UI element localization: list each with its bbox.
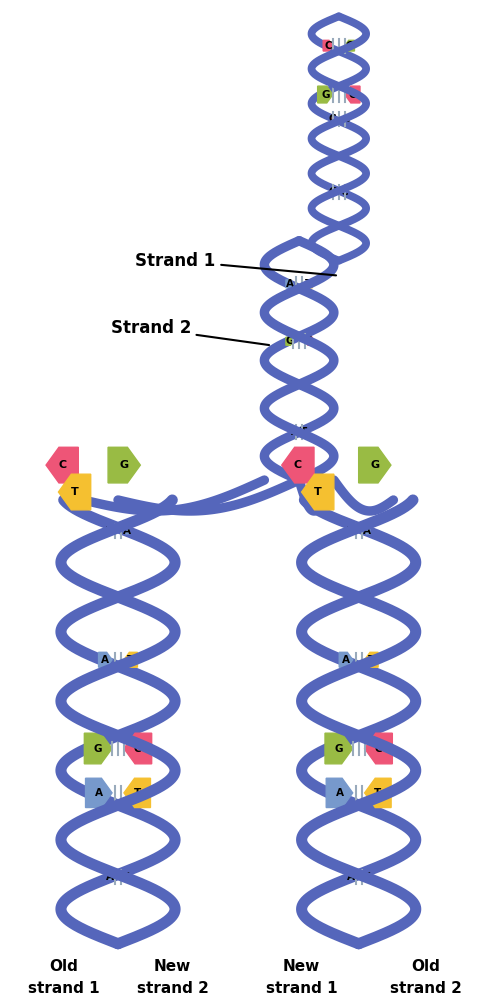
Text: C: C [324, 41, 332, 51]
Text: C: C [294, 460, 302, 470]
Polygon shape [323, 40, 333, 51]
Polygon shape [348, 528, 353, 534]
Polygon shape [124, 652, 137, 667]
Text: C: C [305, 336, 312, 346]
Text: A: A [363, 526, 371, 536]
Polygon shape [58, 474, 91, 510]
Text: A: A [291, 427, 299, 437]
Polygon shape [301, 474, 334, 510]
Text: T: T [71, 487, 78, 497]
Polygon shape [124, 733, 152, 764]
Text: strand 1: strand 1 [266, 981, 337, 996]
Text: strand 2: strand 2 [137, 981, 209, 996]
Polygon shape [124, 528, 129, 534]
Polygon shape [345, 118, 346, 120]
Polygon shape [359, 447, 391, 483]
Polygon shape [124, 875, 128, 879]
Text: T: T [122, 872, 129, 882]
Polygon shape [318, 86, 333, 103]
Text: T: T [368, 655, 375, 665]
Text: T: T [346, 526, 354, 536]
Text: A: A [342, 655, 350, 665]
Text: C: C [375, 744, 382, 754]
Polygon shape [349, 875, 353, 879]
Text: G: G [335, 744, 343, 754]
Text: C: C [328, 114, 336, 124]
Text: strand 2: strand 2 [390, 981, 462, 996]
Text: New: New [283, 959, 320, 974]
Polygon shape [339, 652, 353, 667]
Polygon shape [305, 337, 312, 345]
Polygon shape [331, 118, 333, 120]
Text: T: T [374, 788, 382, 798]
Text: C: C [349, 90, 356, 100]
Polygon shape [326, 778, 353, 808]
Text: G: G [329, 187, 337, 197]
Text: G: G [285, 336, 294, 346]
Polygon shape [325, 733, 353, 764]
Text: G: G [120, 460, 129, 470]
Polygon shape [286, 337, 293, 345]
Polygon shape [282, 447, 314, 483]
Polygon shape [99, 652, 112, 667]
Text: Strand 1: Strand 1 [135, 252, 336, 275]
Polygon shape [124, 778, 151, 808]
Polygon shape [365, 652, 378, 667]
Text: C: C [58, 460, 66, 470]
Polygon shape [365, 528, 370, 534]
Text: C: C [341, 187, 349, 197]
Text: A: A [123, 526, 131, 536]
Polygon shape [365, 778, 391, 808]
Polygon shape [365, 875, 368, 879]
Text: G: G [341, 114, 350, 124]
Text: T: T [127, 655, 134, 665]
Text: T: T [363, 872, 370, 882]
Text: T: T [134, 788, 141, 798]
Polygon shape [305, 280, 312, 288]
Text: A: A [285, 279, 293, 289]
Text: G: G [370, 460, 379, 470]
Text: T: T [314, 487, 322, 497]
Polygon shape [345, 86, 360, 103]
Text: A: A [106, 872, 114, 882]
Text: C: C [134, 744, 142, 754]
Polygon shape [286, 280, 293, 288]
Polygon shape [293, 430, 296, 434]
Text: A: A [101, 655, 109, 665]
Text: G: G [321, 90, 329, 100]
Polygon shape [365, 733, 392, 764]
Polygon shape [46, 447, 78, 483]
Polygon shape [108, 875, 112, 879]
Text: T: T [106, 526, 113, 536]
Text: strand 1: strand 1 [27, 981, 99, 996]
Text: A: A [347, 872, 355, 882]
Text: Old: Old [411, 959, 440, 974]
Text: Strand 2: Strand 2 [111, 319, 269, 345]
Polygon shape [85, 778, 112, 808]
Text: New: New [154, 959, 191, 974]
Text: T: T [300, 427, 307, 437]
Polygon shape [107, 528, 112, 534]
Text: T: T [305, 279, 312, 289]
Polygon shape [301, 430, 305, 434]
Text: A: A [335, 788, 343, 798]
Polygon shape [84, 733, 112, 764]
Text: Old: Old [49, 959, 78, 974]
Text: A: A [95, 788, 103, 798]
Text: G: G [345, 41, 354, 51]
Text: G: G [94, 744, 102, 754]
Polygon shape [108, 447, 140, 483]
Polygon shape [345, 40, 354, 51]
